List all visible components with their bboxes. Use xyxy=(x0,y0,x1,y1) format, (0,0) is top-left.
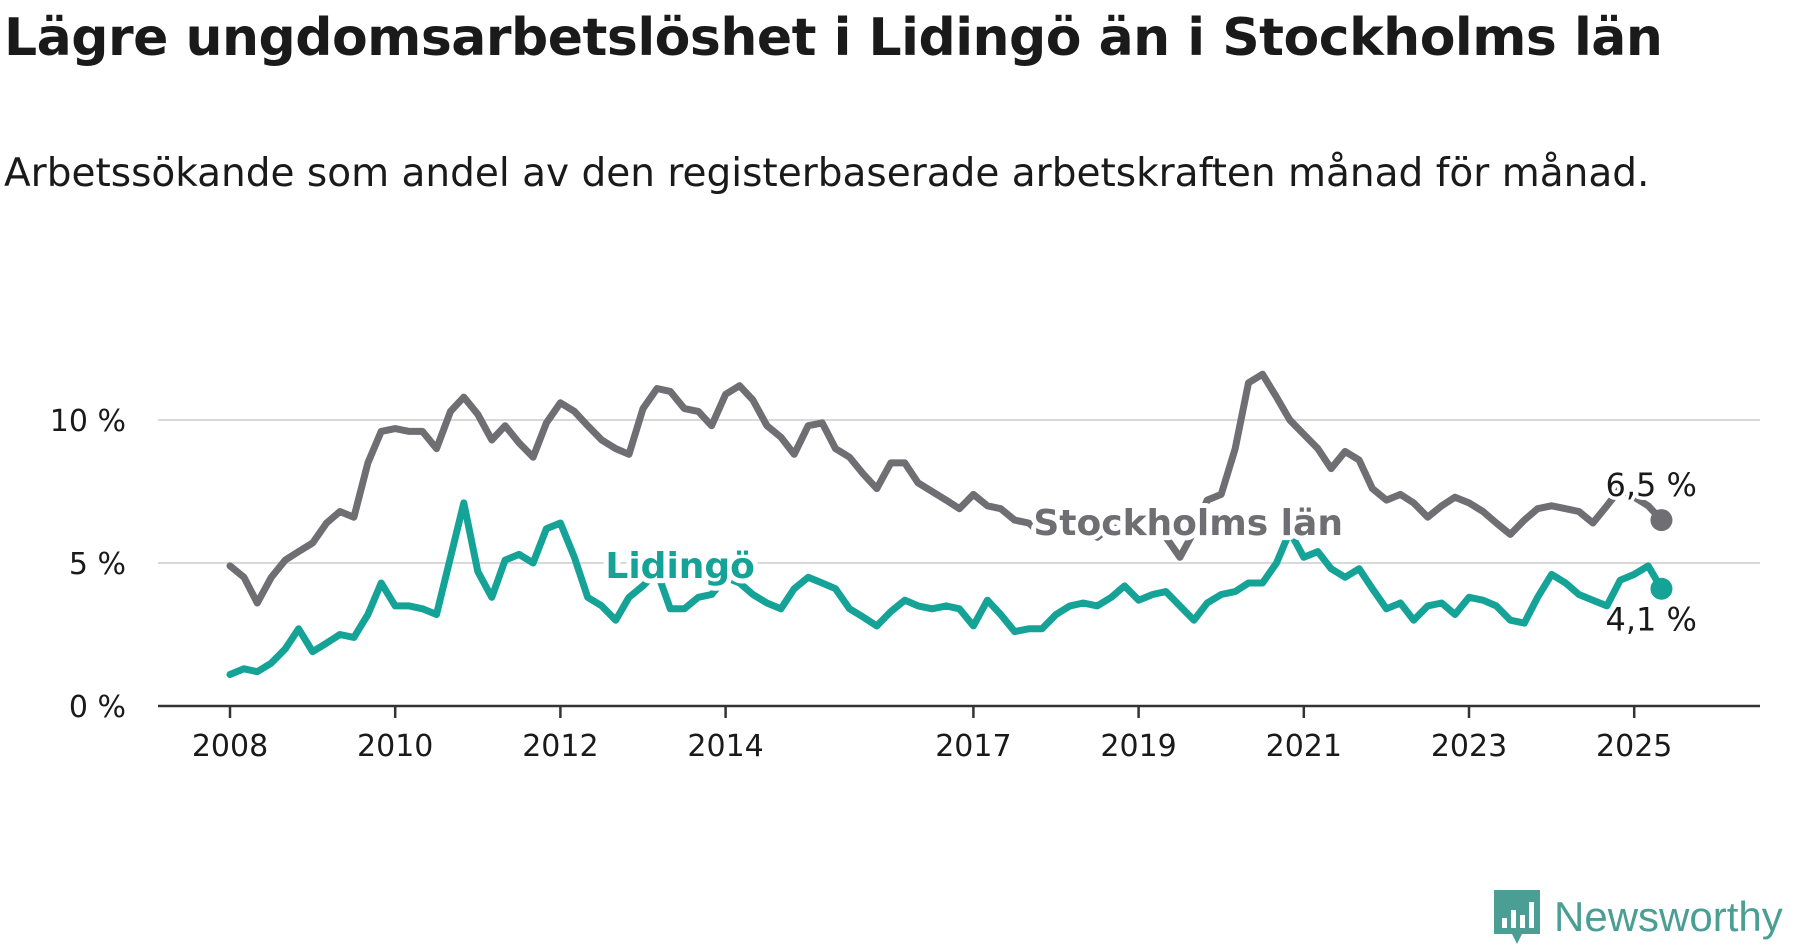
chart-subtitle: Arbetssökande som andel av den registerb… xyxy=(4,151,1650,196)
page-title: Lägre ungdomsarbetslöshet i Lidingö än i… xyxy=(4,8,1663,68)
x-tick-label: 2014 xyxy=(687,729,763,764)
series-label: Lidingö xyxy=(605,546,755,587)
end-marker xyxy=(1650,577,1673,600)
end-marker xyxy=(1650,509,1673,532)
y-tick-label: 10 % xyxy=(50,404,126,439)
x-tick-label: 2019 xyxy=(1100,729,1176,764)
y-tick-label: 0 % xyxy=(69,690,126,725)
brand-name: Newsworthy xyxy=(1554,893,1783,940)
x-tick-label: 2010 xyxy=(357,729,433,764)
x-tick-label: 2008 xyxy=(192,729,268,764)
brand: Newsworthy xyxy=(1492,888,1783,946)
x-tick-label: 2023 xyxy=(1431,729,1507,764)
series-label: Stockholms län xyxy=(1033,503,1343,544)
series-line-stockholm xyxy=(226,370,1665,607)
end-value-label: 6,5 % xyxy=(1605,466,1696,504)
x-tick-label: 2021 xyxy=(1266,729,1342,764)
newsworthy-chart-icon xyxy=(1494,890,1540,944)
x-tick-label: 2017 xyxy=(935,729,1011,764)
x-tick-label: 2025 xyxy=(1596,729,1672,764)
y-tick-label: 5 % xyxy=(69,547,126,582)
end-value-label: 4,1 % xyxy=(1605,601,1696,639)
x-tick-label: 2012 xyxy=(522,729,598,764)
series-line-lidingo xyxy=(226,499,1665,678)
